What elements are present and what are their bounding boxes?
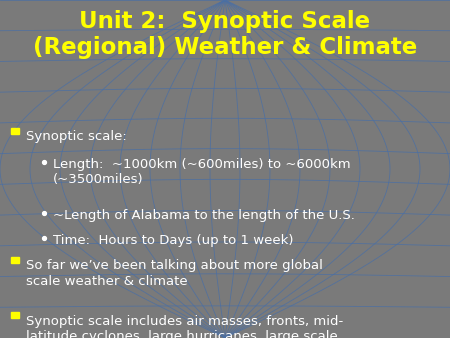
Text: Unit 2:  Synoptic Scale
(Regional) Weather & Climate: Unit 2: Synoptic Scale (Regional) Weathe… (33, 10, 417, 59)
Text: So far we’ve been talking about more global
scale weather & climate: So far we’ve been talking about more glo… (26, 259, 323, 288)
Text: Length:  ~1000km (~600miles) to ~6000km
(~3500miles): Length: ~1000km (~600miles) to ~6000km (… (53, 158, 350, 186)
Bar (11, 312, 19, 318)
Text: Time:  Hours to Days (up to 1 week): Time: Hours to Days (up to 1 week) (53, 234, 293, 247)
Bar (11, 257, 19, 263)
Text: Synoptic scale includes air masses, fronts, mid-
latitude cyclones, large hurric: Synoptic scale includes air masses, fron… (26, 315, 343, 338)
Text: Synoptic scale:: Synoptic scale: (26, 130, 127, 143)
Bar (11, 128, 19, 134)
Text: ~Length of Alabama to the length of the U.S.: ~Length of Alabama to the length of the … (53, 209, 355, 221)
